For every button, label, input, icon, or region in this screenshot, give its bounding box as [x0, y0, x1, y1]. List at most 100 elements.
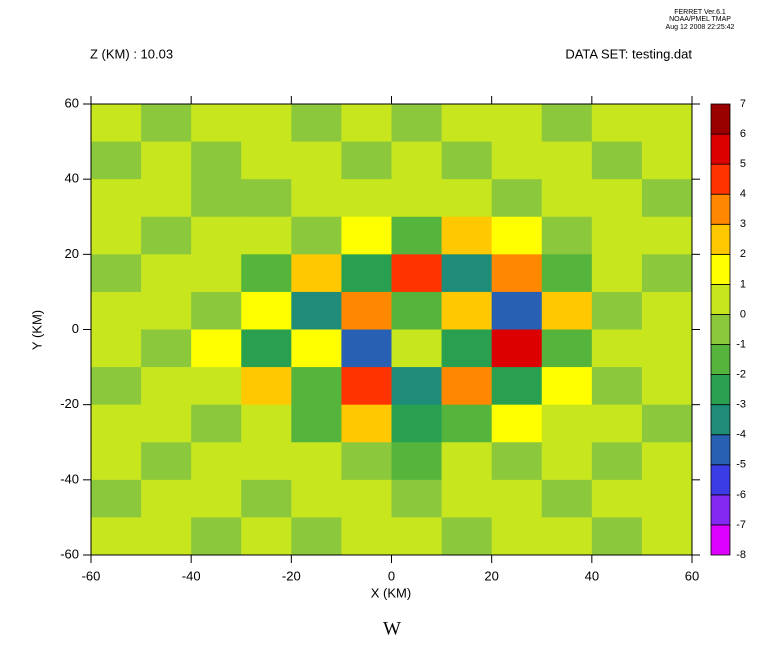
- colorbar-label: 2: [740, 248, 746, 260]
- contour-cell: [491, 216, 543, 255]
- contour-cell: [291, 329, 342, 368]
- contour-cell: [341, 254, 392, 293]
- contour-cell: [491, 179, 543, 218]
- contour-cell: [391, 254, 443, 293]
- contour-cell: [641, 517, 693, 556]
- contour-cell: [391, 104, 443, 143]
- contour-cell: [541, 367, 593, 406]
- contour-cell: [341, 216, 392, 255]
- colorbar-label: 6: [740, 128, 746, 140]
- contour-cell: [591, 479, 643, 518]
- y-tick-label: -40: [60, 471, 79, 486]
- colorbar-box: [710, 163, 731, 195]
- contour-cell: [91, 479, 142, 518]
- contour-cell: [91, 216, 142, 255]
- contour-cell: [591, 216, 643, 255]
- contour-cell: [441, 517, 493, 556]
- contour-cell: [91, 517, 142, 556]
- contour-cell: [91, 179, 142, 218]
- contour-cell: [241, 141, 292, 180]
- contour-cell: [541, 179, 593, 218]
- contour-cell: [241, 329, 292, 368]
- contour-cell: [291, 179, 342, 218]
- y-tick-label: 20: [65, 246, 79, 261]
- contour-cell: [241, 479, 292, 518]
- contour-cell: [341, 442, 392, 481]
- colorbar-box: [710, 434, 731, 466]
- contour-cell: [291, 291, 342, 330]
- colorbar-box: [710, 344, 731, 375]
- contour-cell: [341, 291, 392, 330]
- contour-cell: [291, 254, 342, 293]
- contour-cell: [641, 367, 693, 406]
- contour-cell: [191, 404, 242, 443]
- contour-cell: [541, 442, 593, 481]
- colorbar-label: -5: [736, 459, 746, 471]
- contour-cell: [241, 291, 292, 330]
- contour-cell: [91, 329, 142, 368]
- title-right: DATA SET: testing.dat: [565, 46, 692, 61]
- contour-cell: [641, 254, 693, 293]
- contour-cell: [391, 141, 443, 180]
- contour-cell: [141, 216, 192, 255]
- x-tick-label: 20: [484, 568, 498, 583]
- contour-cell: [191, 442, 242, 481]
- contour-cell: [541, 216, 593, 255]
- contour-cell: [591, 404, 643, 443]
- contour-cell: [441, 141, 493, 180]
- contour-cell: [641, 104, 693, 143]
- colorbar-label: -1: [736, 338, 746, 350]
- contour-cell: [241, 367, 292, 406]
- colorbar-box: [710, 404, 731, 436]
- colorbar-box: [710, 524, 731, 556]
- contour-cell: [141, 254, 192, 293]
- contour-cell: [491, 442, 543, 481]
- colorbar-label: 1: [740, 278, 746, 290]
- colorbar-box: [710, 193, 731, 225]
- contour-cell: [641, 291, 693, 330]
- contour-cell: [141, 329, 192, 368]
- contour-cell: [191, 216, 242, 255]
- colorbar-box: [710, 133, 731, 165]
- contour-cell: [141, 367, 192, 406]
- contour-cell: [441, 104, 493, 143]
- contour-cell: [641, 479, 693, 518]
- contour-cell: [591, 517, 643, 556]
- contour-cell: [341, 479, 392, 518]
- colorbar-label: 4: [740, 188, 746, 200]
- contour-cell: [91, 291, 142, 330]
- contour-cell: [491, 254, 543, 293]
- contour-cell: [441, 442, 493, 481]
- colorbar-label: 0: [740, 308, 746, 320]
- contour-cell: [241, 517, 292, 556]
- y-tick-label: -20: [60, 396, 79, 411]
- colorbar-label: -6: [736, 489, 746, 501]
- contour-cell: [341, 104, 392, 143]
- contour-cell: [591, 367, 643, 406]
- contour-cell: [91, 104, 142, 143]
- colorbar-label: 7: [740, 98, 746, 110]
- contour-cell: [191, 254, 242, 293]
- contour-cell: [141, 517, 192, 556]
- contour-cell: [541, 404, 593, 443]
- contour-cell: [441, 291, 493, 330]
- contour-cell: [441, 179, 493, 218]
- contour-cell: [541, 141, 593, 180]
- colorbar-label: 5: [740, 158, 746, 170]
- contour-cell: [141, 442, 192, 481]
- contour-cell: [91, 141, 142, 180]
- title-left: Z (KM) : 10.03: [90, 46, 173, 61]
- contour-cell: [391, 216, 443, 255]
- y-tick-label: 60: [65, 95, 79, 110]
- contour-cell: [491, 479, 543, 518]
- contour-cell: [441, 404, 493, 443]
- colorbar-box: [710, 223, 731, 255]
- contour-cell: [641, 141, 693, 180]
- contour-cell: [391, 517, 443, 556]
- contour-cell: [341, 404, 392, 443]
- contour-cell: [591, 329, 643, 368]
- colorbar-label: -2: [736, 369, 746, 381]
- colorbar-label: -3: [736, 399, 746, 411]
- contour-cell: [491, 329, 543, 368]
